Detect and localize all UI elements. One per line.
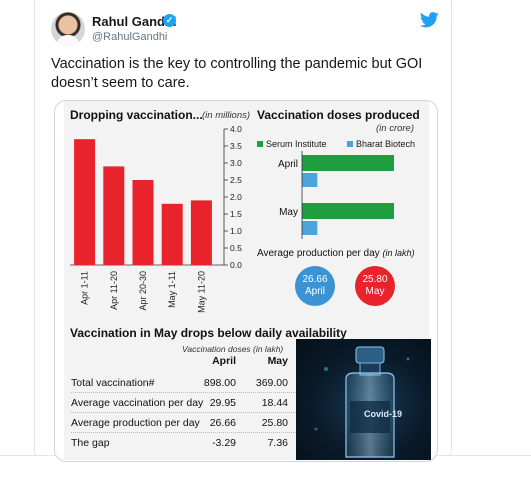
y-tick-label: 0.0 [230,260,242,270]
table-row: Total vaccination# 898.00 369.00 [71,375,296,393]
row-may-value: 7.36 [267,437,288,449]
covid-vial-photo: Covid-19 [296,339,431,460]
x-tick-label: Apr 20-30 [138,271,148,311]
tweet-text: Vaccination is the key to controlling th… [51,56,423,91]
avg-may-label: May [365,286,385,297]
table-row: The gap -3.29 7.36 [71,435,296,452]
x-tick-label: Apr 11-20 [109,271,119,310]
bar-chart-title: Dropping vaccination... [70,108,203,122]
row-april-value: 26.66 [209,417,236,429]
infographic: Dropping vaccination... (in millions) 4.… [64,101,431,460]
avg-may-value: 25.80 [362,274,388,285]
y-tick-label: 4.0 [230,124,242,134]
x-tick-label: Apr 1-11 [80,271,90,305]
hbar-chart-title: Vaccination doses produced [257,108,420,122]
table-subtitle: Vaccination doses (in lakh) [182,344,284,354]
vaccine-vial-icon [314,346,410,458]
y-tick-label: 2.5 [230,175,242,185]
category-label: April [278,159,298,170]
legend-label-serum: Serum Institute [266,139,327,149]
x-tick-label: May 11-20 [196,271,206,313]
avg-production-title: Average production per day (in lakh) [257,248,414,259]
table-row: Average vaccination per day 29.95 18.44 [71,395,296,413]
y-tick-label: 3.5 [230,141,242,151]
author-name[interactable]: Rahul Gandhi [92,14,177,29]
avg-april-label: April [304,286,325,297]
author-handle[interactable]: @RahulGandhi [92,31,168,43]
bar [190,200,212,265]
legend-swatch-serum [257,141,263,147]
table-header-row: April May [71,353,296,370]
vaccination-bar-chart: 4.0 3.5 3.0 2.5 2.0 1.5 1.0 0.5 0.0 Apr 1-11 Apr 1… [70,124,242,313]
avg-production-april-badge: 26.66 April [295,266,335,306]
hbar-chart-unit: (in crore) [376,123,415,134]
col-header-may: May [267,355,288,367]
hbar-bharat [302,173,318,187]
tweet-media-image[interactable]: Dropping vaccination... (in millions) 4.… [54,100,438,462]
legend-serum: Serum Institute [257,139,327,149]
avg-april-value: 26.66 [302,274,328,285]
row-label: Average vaccination per day [71,397,204,409]
avg-production-may-badge: 25.80 May [355,266,395,306]
row-april-value: 898.00 [203,377,236,389]
legend-label-bharat: Bharat Biotech [356,139,416,149]
doses-produced-chart: April May [278,151,394,239]
table-row: Average production per day 26.66 25.80 [71,415,296,433]
row-may-value: 25.80 [261,417,288,429]
y-tick-label: 2.0 [230,192,242,202]
table-title: Vaccination in May drops below daily ava… [70,326,347,340]
y-tick-label: 1.5 [230,209,242,219]
category-label: May [279,207,298,218]
row-april-value: 29.95 [209,397,236,409]
row-label: Total vaccination# [71,377,155,389]
avatar[interactable] [51,12,85,46]
bar [161,203,183,265]
hbar-bharat [302,221,318,235]
avg-production-unit: (in lakh) [382,248,415,258]
col-header-april: April [212,355,236,367]
legend-swatch-bharat [347,141,353,147]
bar [74,139,96,265]
y-tick-label: 1.0 [230,226,242,236]
row-label: The gap [71,437,110,449]
bar [132,180,154,265]
verified-badge-icon: ✓ [163,14,176,27]
x-tick-label: May 1-11 [167,271,177,308]
hbar-serum [302,155,394,171]
y-tick-label: 0.5 [230,243,242,253]
row-label: Average production per day [71,417,200,429]
legend-bharat: Bharat Biotech [347,139,415,149]
twitter-bird-icon[interactable] [420,12,439,28]
bar-chart-unit: (in millions) [202,110,251,121]
row-may-value: 369.00 [255,377,288,389]
covid-label: Covid-19 [364,409,403,419]
bar [103,166,125,265]
y-tick-label: 3.0 [230,158,242,168]
hbar-serum [302,203,394,219]
avg-production-title-text: Average production per day [257,248,380,259]
row-april-value: -3.29 [212,437,236,449]
row-may-value: 18.44 [261,397,288,409]
